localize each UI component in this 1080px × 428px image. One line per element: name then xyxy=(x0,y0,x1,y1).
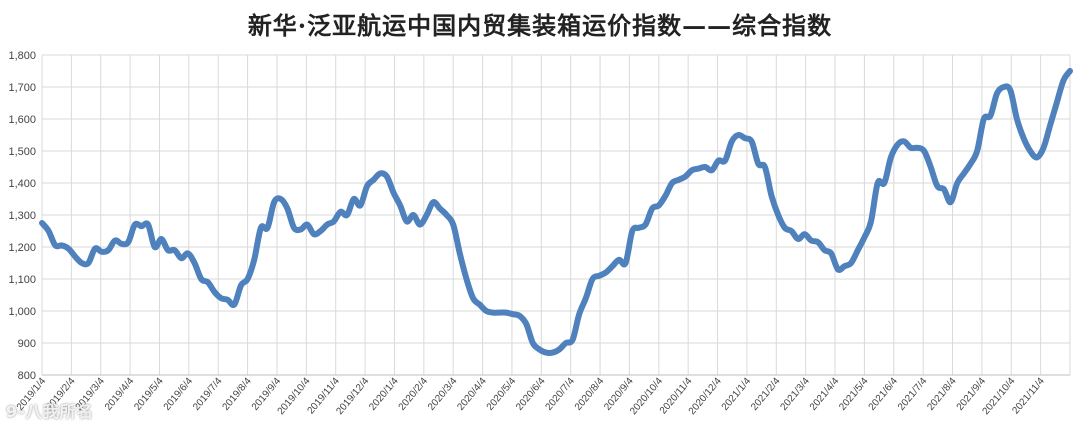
series-line xyxy=(39,68,1073,356)
x-tick-label: 2019/4/4 xyxy=(103,376,137,413)
x-tick-label: 2021/3/4 xyxy=(779,376,813,413)
y-tick-label: 1,400 xyxy=(8,178,36,190)
x-tick-label: 2020/7/4 xyxy=(544,376,578,413)
y-tick-label: 1,100 xyxy=(8,274,36,286)
x-tick-label: 2021/5/4 xyxy=(837,376,871,413)
y-tick-label: 1,800 xyxy=(8,50,36,62)
x-tick-label: 2021/6/4 xyxy=(867,376,901,413)
y-axis-ticks: 800 900 1,000 1,100 1,200 1,300 1,400 1,500 1,60… xyxy=(8,50,36,382)
x-tick-label: 2020/3/4 xyxy=(426,376,460,413)
x-tick-label: 2019/5/4 xyxy=(132,376,166,413)
x-tick-label: 2020/6/4 xyxy=(514,376,548,413)
y-tick-label: 1,000 xyxy=(8,306,36,318)
x-axis-ticks: 2019/1/42019/2/42019/3/42019/4/42019/5/4… xyxy=(15,376,1047,417)
x-tick-label: 2021/7/4 xyxy=(896,376,930,413)
chart-title: 新华·泛亚航运中国内贸集装箱运价指数——综合指数 xyxy=(247,11,833,40)
watermark: 9-八我所名 xyxy=(6,402,94,421)
y-tick-label: 1,500 xyxy=(8,146,36,158)
x-tick-label: 2020/1/4 xyxy=(367,376,401,413)
x-tick-label: 2019/6/4 xyxy=(162,376,196,413)
series-layer xyxy=(39,68,1073,356)
x-tick-label: 2021/1/4 xyxy=(720,376,754,413)
x-tick-label: 2020/2/4 xyxy=(397,376,431,413)
y-tick-label: 1,700 xyxy=(8,82,36,94)
y-tick-label: 800 xyxy=(18,370,36,382)
x-tick-label: 2020/8/4 xyxy=(573,376,607,413)
x-tick-label: 2021/4/4 xyxy=(808,376,842,413)
x-tick-label: 2021/2/4 xyxy=(749,376,783,413)
x-tick-label: 2020/5/4 xyxy=(485,376,519,413)
grid-lines xyxy=(41,54,1071,376)
x-tick-label: 2019/8/4 xyxy=(220,376,254,413)
y-tick-label: 1,200 xyxy=(8,242,36,254)
x-tick-label: 2021/8/4 xyxy=(925,376,959,413)
y-tick-label: 1,300 xyxy=(8,210,36,222)
x-tick-label: 2020/4/4 xyxy=(455,376,489,413)
y-tick-label: 1,600 xyxy=(8,114,36,126)
y-tick-label: 900 xyxy=(18,338,36,350)
x-tick-label: 2019/7/4 xyxy=(191,376,225,413)
